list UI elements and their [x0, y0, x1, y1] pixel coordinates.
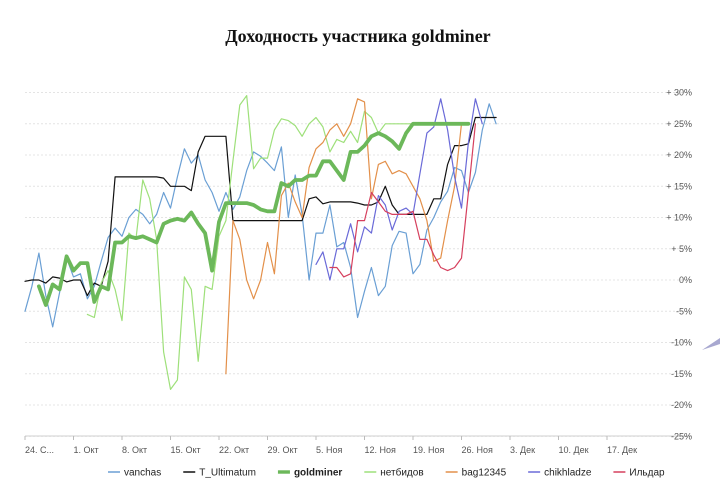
- x-tick-label: 17. Дек: [607, 445, 637, 455]
- legend-label: goldminer: [294, 468, 342, 479]
- x-axis: 24. С... 1. Окт 8. Окт 15. Окт 22. Окт 29. Ок…: [24, 436, 637, 455]
- y-tick-label: + 15%: [666, 181, 692, 191]
- y-tick-label: + 25%: [666, 119, 692, 129]
- x-tick-label: 10. Дек: [559, 445, 589, 455]
- x-tick-label: 29. Окт: [268, 445, 298, 455]
- legend-item[interactable]: нетбидов: [364, 467, 424, 479]
- series-line-vanchas: [24, 103, 497, 328]
- legend-label: chikhladze: [544, 468, 592, 479]
- y-tick-label: + 5%: [671, 244, 692, 254]
- legend-label: Ильдар: [629, 468, 665, 479]
- y-tick-label: -20%: [671, 400, 692, 410]
- x-tick-label: 24. С...: [25, 445, 54, 455]
- series-line-goldminer: [37, 121, 471, 307]
- x-tick-label: 19. Ноя: [413, 445, 445, 455]
- legend-item[interactable]: Ильдар: [613, 468, 665, 479]
- y-tick-label: + 30%: [666, 88, 692, 98]
- x-tick-label: 12. Ноя: [365, 445, 397, 455]
- series-line-bag12345: [225, 98, 463, 375]
- x-tick-label: 3. Дек: [510, 445, 535, 455]
- x-tick-label: 8. Окт: [122, 445, 147, 455]
- chart-title: Доходность участника goldminer: [225, 26, 490, 46]
- legend-label: bag12345: [462, 468, 507, 479]
- x-tick-label: 1. Окт: [74, 445, 99, 455]
- x-tick-label: 15. Окт: [171, 445, 201, 455]
- series-line-chikhladze: [315, 98, 483, 281]
- y-tick-label: + 10%: [666, 213, 692, 223]
- series-line-нетбидов: [86, 94, 463, 390]
- decorative-wedge: [702, 338, 720, 350]
- legend-item[interactable]: vanchas: [108, 468, 161, 479]
- y-axis: + 30% + 25% + 20% + 15% + 10% + 5% 0% -5% -10% -1…: [666, 88, 692, 442]
- y-tick-label: -15%: [671, 369, 692, 379]
- y-tick-label: 0%: [679, 275, 692, 285]
- gridlines: [25, 92, 692, 437]
- plot-area: [24, 94, 497, 390]
- x-tick-label: 5. Ноя: [316, 445, 343, 455]
- y-tick-label: -25%: [671, 431, 692, 441]
- legend-label: T_Ultimatum: [199, 468, 256, 479]
- x-tick-label: 26. Ноя: [462, 445, 494, 455]
- legend-label: нетбидов: [380, 467, 423, 479]
- y-tick-label: -10%: [671, 338, 692, 348]
- legend-item[interactable]: goldminer: [277, 468, 342, 479]
- series-line-ильдар: [329, 123, 476, 278]
- legend-label: vanchas: [124, 468, 161, 479]
- legend-item[interactable]: T_Ultimatum: [183, 468, 256, 479]
- legend-item[interactable]: bag12345: [445, 468, 507, 479]
- y-tick-label: + 20%: [666, 150, 692, 160]
- legend[interactable]: vanchas T_Ultimatum goldminer нетбидов bag12…: [108, 467, 665, 479]
- x-tick-label: 22. Окт: [219, 445, 249, 455]
- y-tick-label: -5%: [676, 306, 692, 316]
- legend-item[interactable]: chikhladze: [528, 468, 592, 479]
